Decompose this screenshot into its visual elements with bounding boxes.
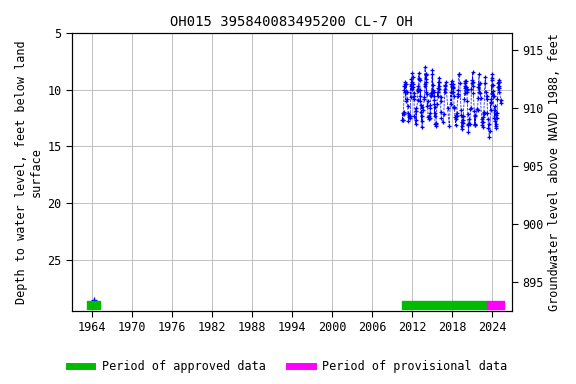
Y-axis label: Groundwater level above NAVD 1988, feet: Groundwater level above NAVD 1988, feet: [548, 33, 561, 311]
Title: OH015 395840083495200 CL-7 OH: OH015 395840083495200 CL-7 OH: [170, 15, 414, 29]
Y-axis label: Depth to water level, feet below land
surface: Depth to water level, feet below land su…: [15, 40, 43, 304]
Legend: Period of approved data, Period of provisional data: Period of approved data, Period of provi…: [64, 356, 512, 378]
